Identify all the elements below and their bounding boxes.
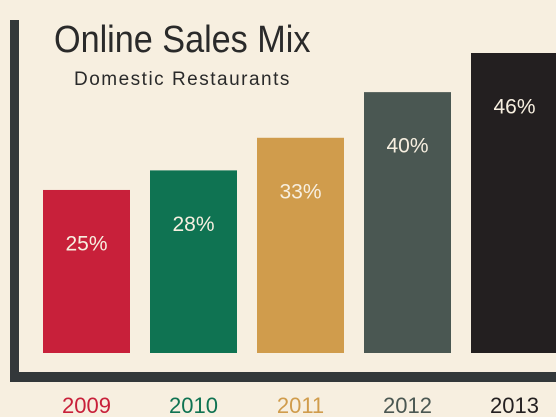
left-axis-bar [10, 20, 19, 382]
x-tick-label: 2013 [490, 393, 539, 417]
value-label: 28% [172, 213, 214, 236]
bar [257, 137, 344, 353]
chart-subtitle: Domestic Restaurants [74, 69, 291, 90]
value-label: 40% [386, 135, 428, 158]
value-label: 46% [493, 96, 535, 119]
x-tick-label: 2011 [277, 393, 324, 417]
bar [364, 92, 451, 353]
value-label: 25% [65, 233, 107, 256]
x-tick-label: 2012 [383, 393, 432, 417]
bar [471, 53, 556, 353]
bottom-axis-bar [10, 372, 556, 382]
bar [43, 189, 130, 353]
x-tick-label: 2010 [169, 393, 218, 417]
x-tick-label: 2009 [62, 393, 111, 417]
chart-title: Online Sales Mix [54, 17, 310, 60]
bar [150, 170, 237, 353]
value-label: 33% [279, 180, 321, 203]
